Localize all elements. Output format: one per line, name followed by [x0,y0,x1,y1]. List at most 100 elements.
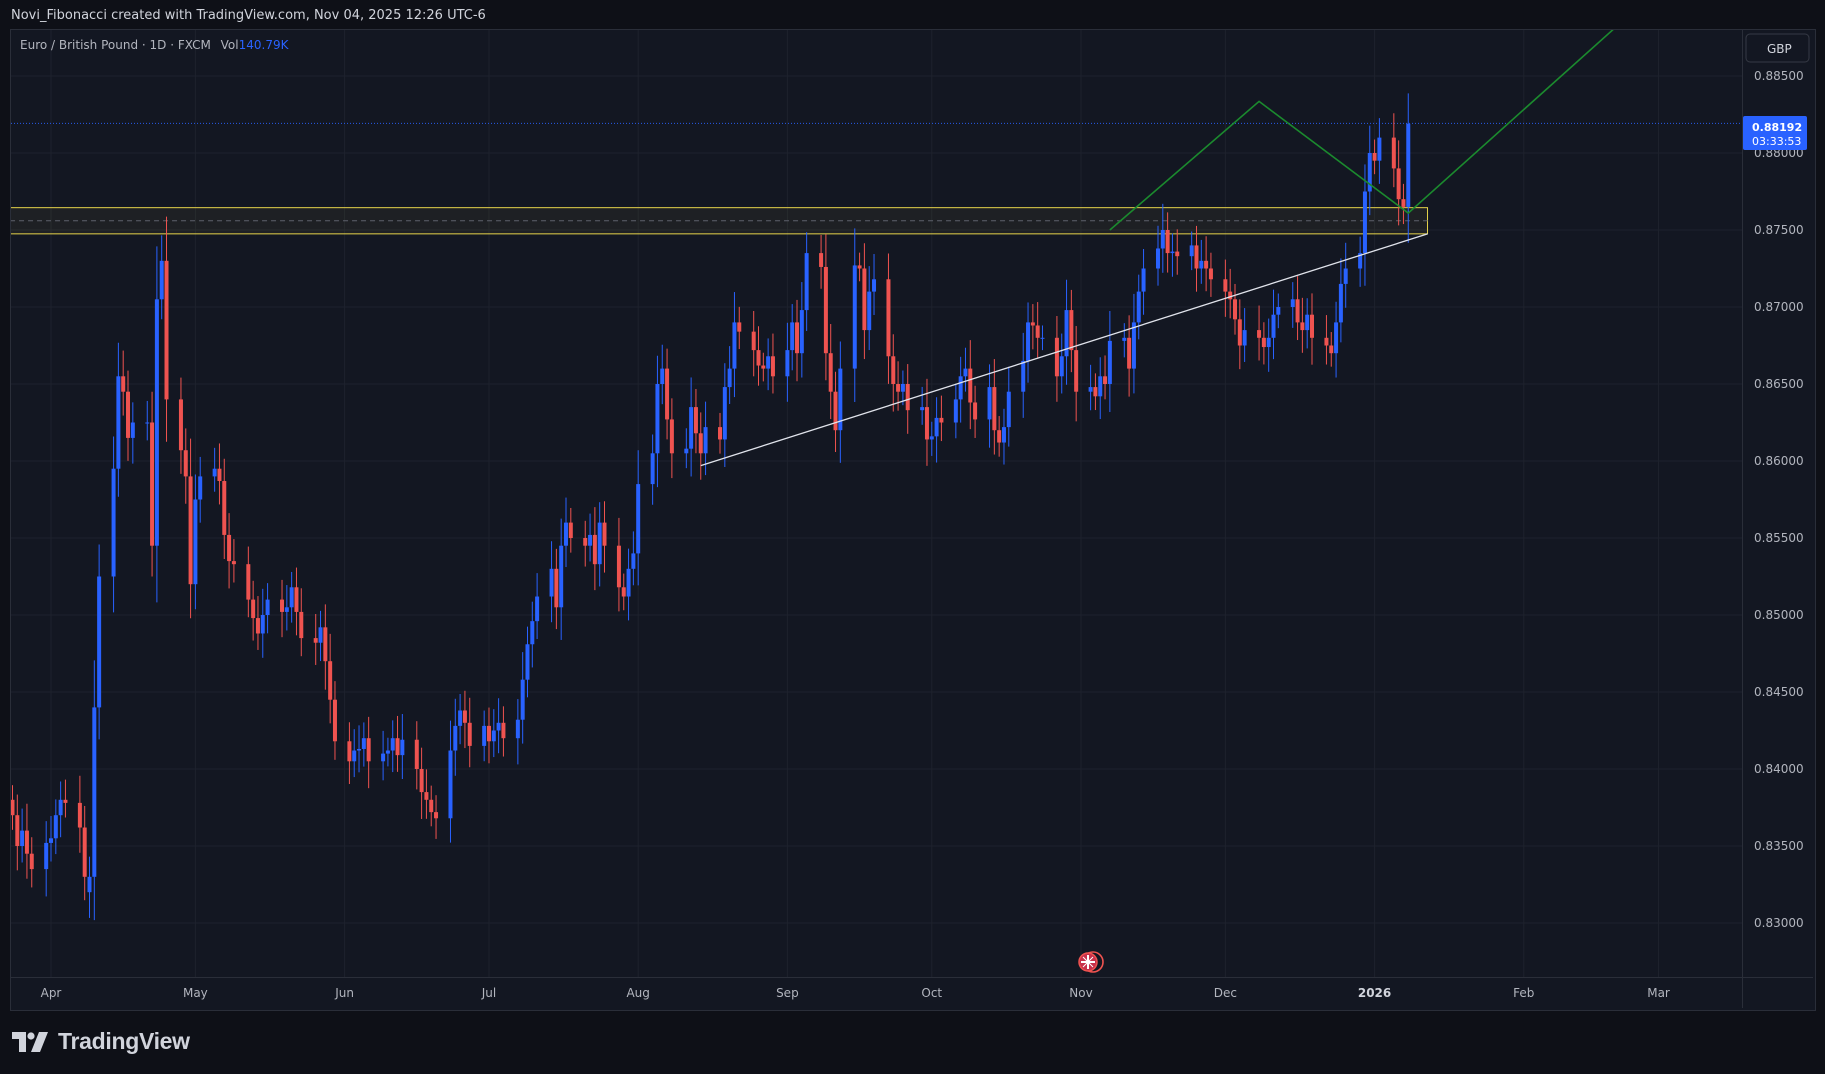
candle [1160,203,1165,273]
candle [660,344,665,405]
candle-body [722,387,727,440]
candle-body [727,368,732,388]
candle [520,652,525,744]
candle-body [352,750,357,762]
candle [280,579,285,638]
candle [323,604,328,690]
candle [1372,139,1377,175]
candle [482,710,487,762]
price-axis[interactable]: 0.83000 0.83500 0.84000 0.84500 0.85000 0.855… [1754,69,1804,930]
candle-body [318,627,323,643]
candle [1006,366,1011,447]
candle-body [49,838,53,843]
candle-body [973,402,978,420]
candle-body [97,576,102,708]
candle-body [294,587,299,612]
candle-body [621,587,626,597]
candle-body [178,399,183,451]
candle [766,338,771,391]
candle [761,352,766,382]
candle [819,235,824,289]
currency-button[interactable]: GBP [1745,33,1810,63]
events-marker[interactable] [1078,951,1104,973]
candle [1040,325,1045,351]
projection-path [1109,30,1614,231]
candle [462,690,467,749]
candle-body [424,792,429,800]
candle [434,795,439,839]
candle [126,370,131,461]
candle [357,725,362,773]
candle-body [852,265,857,369]
candle [486,707,491,764]
candle [1064,279,1069,385]
candle-body [251,599,256,619]
candle [328,633,333,724]
candle-body [1329,345,1334,354]
candle-body [1358,253,1363,269]
candle [1329,332,1334,367]
candle [722,363,727,468]
candle-body [1194,245,1199,269]
candle-body [886,279,891,357]
time-tick-label: Apr [41,986,62,1000]
candle [1343,242,1348,308]
candle-body [198,476,203,500]
candle-body [1160,230,1165,249]
candle-body [1155,248,1160,269]
candle [188,438,193,619]
candle [872,254,877,316]
candle-body [684,448,689,454]
time-axis[interactable]: Apr May Jun Jul Aug Sep Oct Nov Dec 2026 Feb Mar [41,986,1670,1000]
candle-body [1310,314,1315,338]
candle-body [1401,199,1406,207]
candle-body [905,384,910,411]
candle-body [419,769,424,793]
candle-body [1290,299,1295,307]
candle-body [1362,191,1367,254]
candle-body [799,310,804,354]
grid-lines [11,30,1742,977]
candle [496,698,501,754]
candle [419,747,424,819]
price-tick-label: 0.86500 [1754,377,1804,391]
candle-body [1021,360,1026,392]
candle-body [1334,322,1339,354]
candle [655,355,660,488]
candle-body [751,331,756,351]
candle-body [737,322,742,332]
candle-body [299,611,304,639]
candle-body [111,468,116,577]
candle-body [568,522,573,538]
candle [525,626,530,698]
candle-body [838,368,843,431]
time-tick-label: Dec [1214,986,1237,1000]
candle-body [515,719,520,739]
candle [987,364,992,448]
candle-body [395,738,400,756]
candle-body [563,522,568,546]
candle-body [1204,260,1209,269]
candle-body [804,253,809,311]
candle [299,588,304,657]
candle [366,716,371,789]
candle-body [823,266,828,354]
candle-body [1391,137,1396,169]
candle-body [650,453,655,485]
candle-body [987,387,992,420]
candle [1377,118,1382,184]
candle-body [1223,279,1228,292]
candle [212,447,217,492]
candle [77,775,82,853]
candle-body [616,545,621,588]
candle-body [154,299,159,546]
candle-body [1199,260,1204,269]
candle [795,299,800,382]
candle [150,391,155,577]
symbol-legend[interactable]: Euro / British Pound · 1D · FXCM Vol140.… [20,38,288,52]
candle [751,311,756,377]
candle-body [785,350,790,377]
candle [164,216,169,442]
candle [828,324,833,420]
